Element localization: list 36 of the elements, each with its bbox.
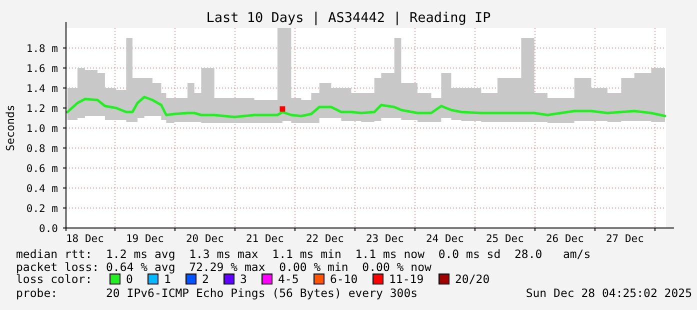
y-tick-label: 1.6 m <box>26 63 58 75</box>
x-tick-label: 19 Dec <box>126 233 164 245</box>
legend-label: 3 <box>240 272 247 286</box>
x-tick-label: 27 Dec <box>606 233 644 245</box>
x-tick-label: 18 Dec <box>66 233 104 245</box>
y-tick-label: 0.4 m <box>26 183 58 195</box>
y-tick-label: 0.8 m <box>26 143 58 155</box>
x-tick-label: 20 Dec <box>186 233 224 245</box>
y-tick-label: 1.2 m <box>26 103 58 115</box>
x-tick-label: 25 Dec <box>486 233 524 245</box>
y-tick-label: 1.4 m <box>26 83 58 95</box>
legend-label: 1 <box>164 272 171 286</box>
y-tick-label: 1.8 m <box>26 43 58 55</box>
y-tick-label: 1.0 m <box>26 123 58 135</box>
x-tick-label: 23 Dec <box>366 233 404 245</box>
y-tick-label: 0.6 m <box>26 163 58 175</box>
x-tick-label: 26 Dec <box>546 233 584 245</box>
legend-label: 2 <box>202 272 209 286</box>
legend-label: 6-10 <box>330 272 358 286</box>
legend-title: loss color: <box>16 272 92 286</box>
y-tick-label: 0.0 <box>39 223 58 235</box>
text: Sun Dec 28 04:25:02 2025 <box>526 286 692 300</box>
y-axis-title: Seconds <box>4 104 17 152</box>
text: median rtt: 1.2 ms avg 1.3 ms max 1.1 ms min 1.1 ms now 0.0 ms sd 28.0 am/s <box>16 247 591 261</box>
line-series <box>66 96 666 118</box>
x-tick-label: 22 Dec <box>306 233 344 245</box>
legend-label: 20/20 <box>455 272 490 286</box>
chart-title: Last 10 Days | AS34442 | Reading IP <box>206 10 491 26</box>
text: packet loss: 0.64 % avg 72.29 % max 0.00 % min 0.00 % now <box>16 260 432 274</box>
y-tick-label: 0.2 m <box>26 203 58 215</box>
legend-label: 4-5 <box>278 272 299 286</box>
x-tick-label: 24 Dec <box>426 233 464 245</box>
x-tick-label: 21 Dec <box>246 233 284 245</box>
text: probe: 20 IPv6-ICMP Echo Pings (56 Bytes) every 300s <box>16 286 418 300</box>
legend-label: 0 <box>126 272 133 286</box>
legend-label: 11-19 <box>389 272 424 286</box>
